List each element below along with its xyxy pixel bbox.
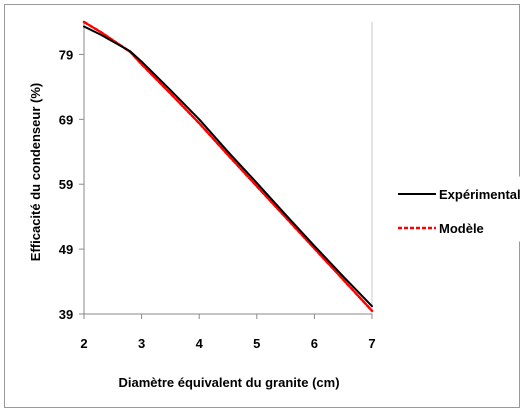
y-tick-label: 59 bbox=[59, 177, 73, 192]
series-layer bbox=[82, 20, 374, 313]
y-tick-label: 79 bbox=[59, 47, 73, 62]
x-tick-label: 7 bbox=[368, 336, 375, 351]
series-line-experimental bbox=[83, 25, 373, 308]
legend-box bbox=[390, 176, 524, 242]
legend: Expérimental Modèle bbox=[390, 176, 524, 242]
legend-label-modele: Modèle bbox=[439, 221, 484, 236]
legend-label-experimental: Expérimental bbox=[439, 187, 521, 202]
x-tick-label: 3 bbox=[138, 336, 145, 351]
tick-labels: 39 49 59 69 79 2 3 4 5 6 7 bbox=[59, 47, 376, 351]
x-tick-label: 5 bbox=[253, 336, 260, 351]
x-axis-title: Diamètre équivalent du granite (cm) bbox=[118, 375, 339, 390]
x-tick-label: 6 bbox=[311, 336, 318, 351]
series-line-modele bbox=[82, 20, 374, 313]
axes bbox=[79, 22, 373, 319]
y-tick-label: 69 bbox=[59, 112, 73, 127]
y-axis-title: Efficacité du condenseur (%) bbox=[28, 83, 43, 261]
x-tick-label: 2 bbox=[80, 336, 87, 351]
y-tick-label: 39 bbox=[59, 307, 73, 322]
y-tick-label: 49 bbox=[59, 242, 73, 257]
x-tick-label: 4 bbox=[196, 336, 204, 351]
